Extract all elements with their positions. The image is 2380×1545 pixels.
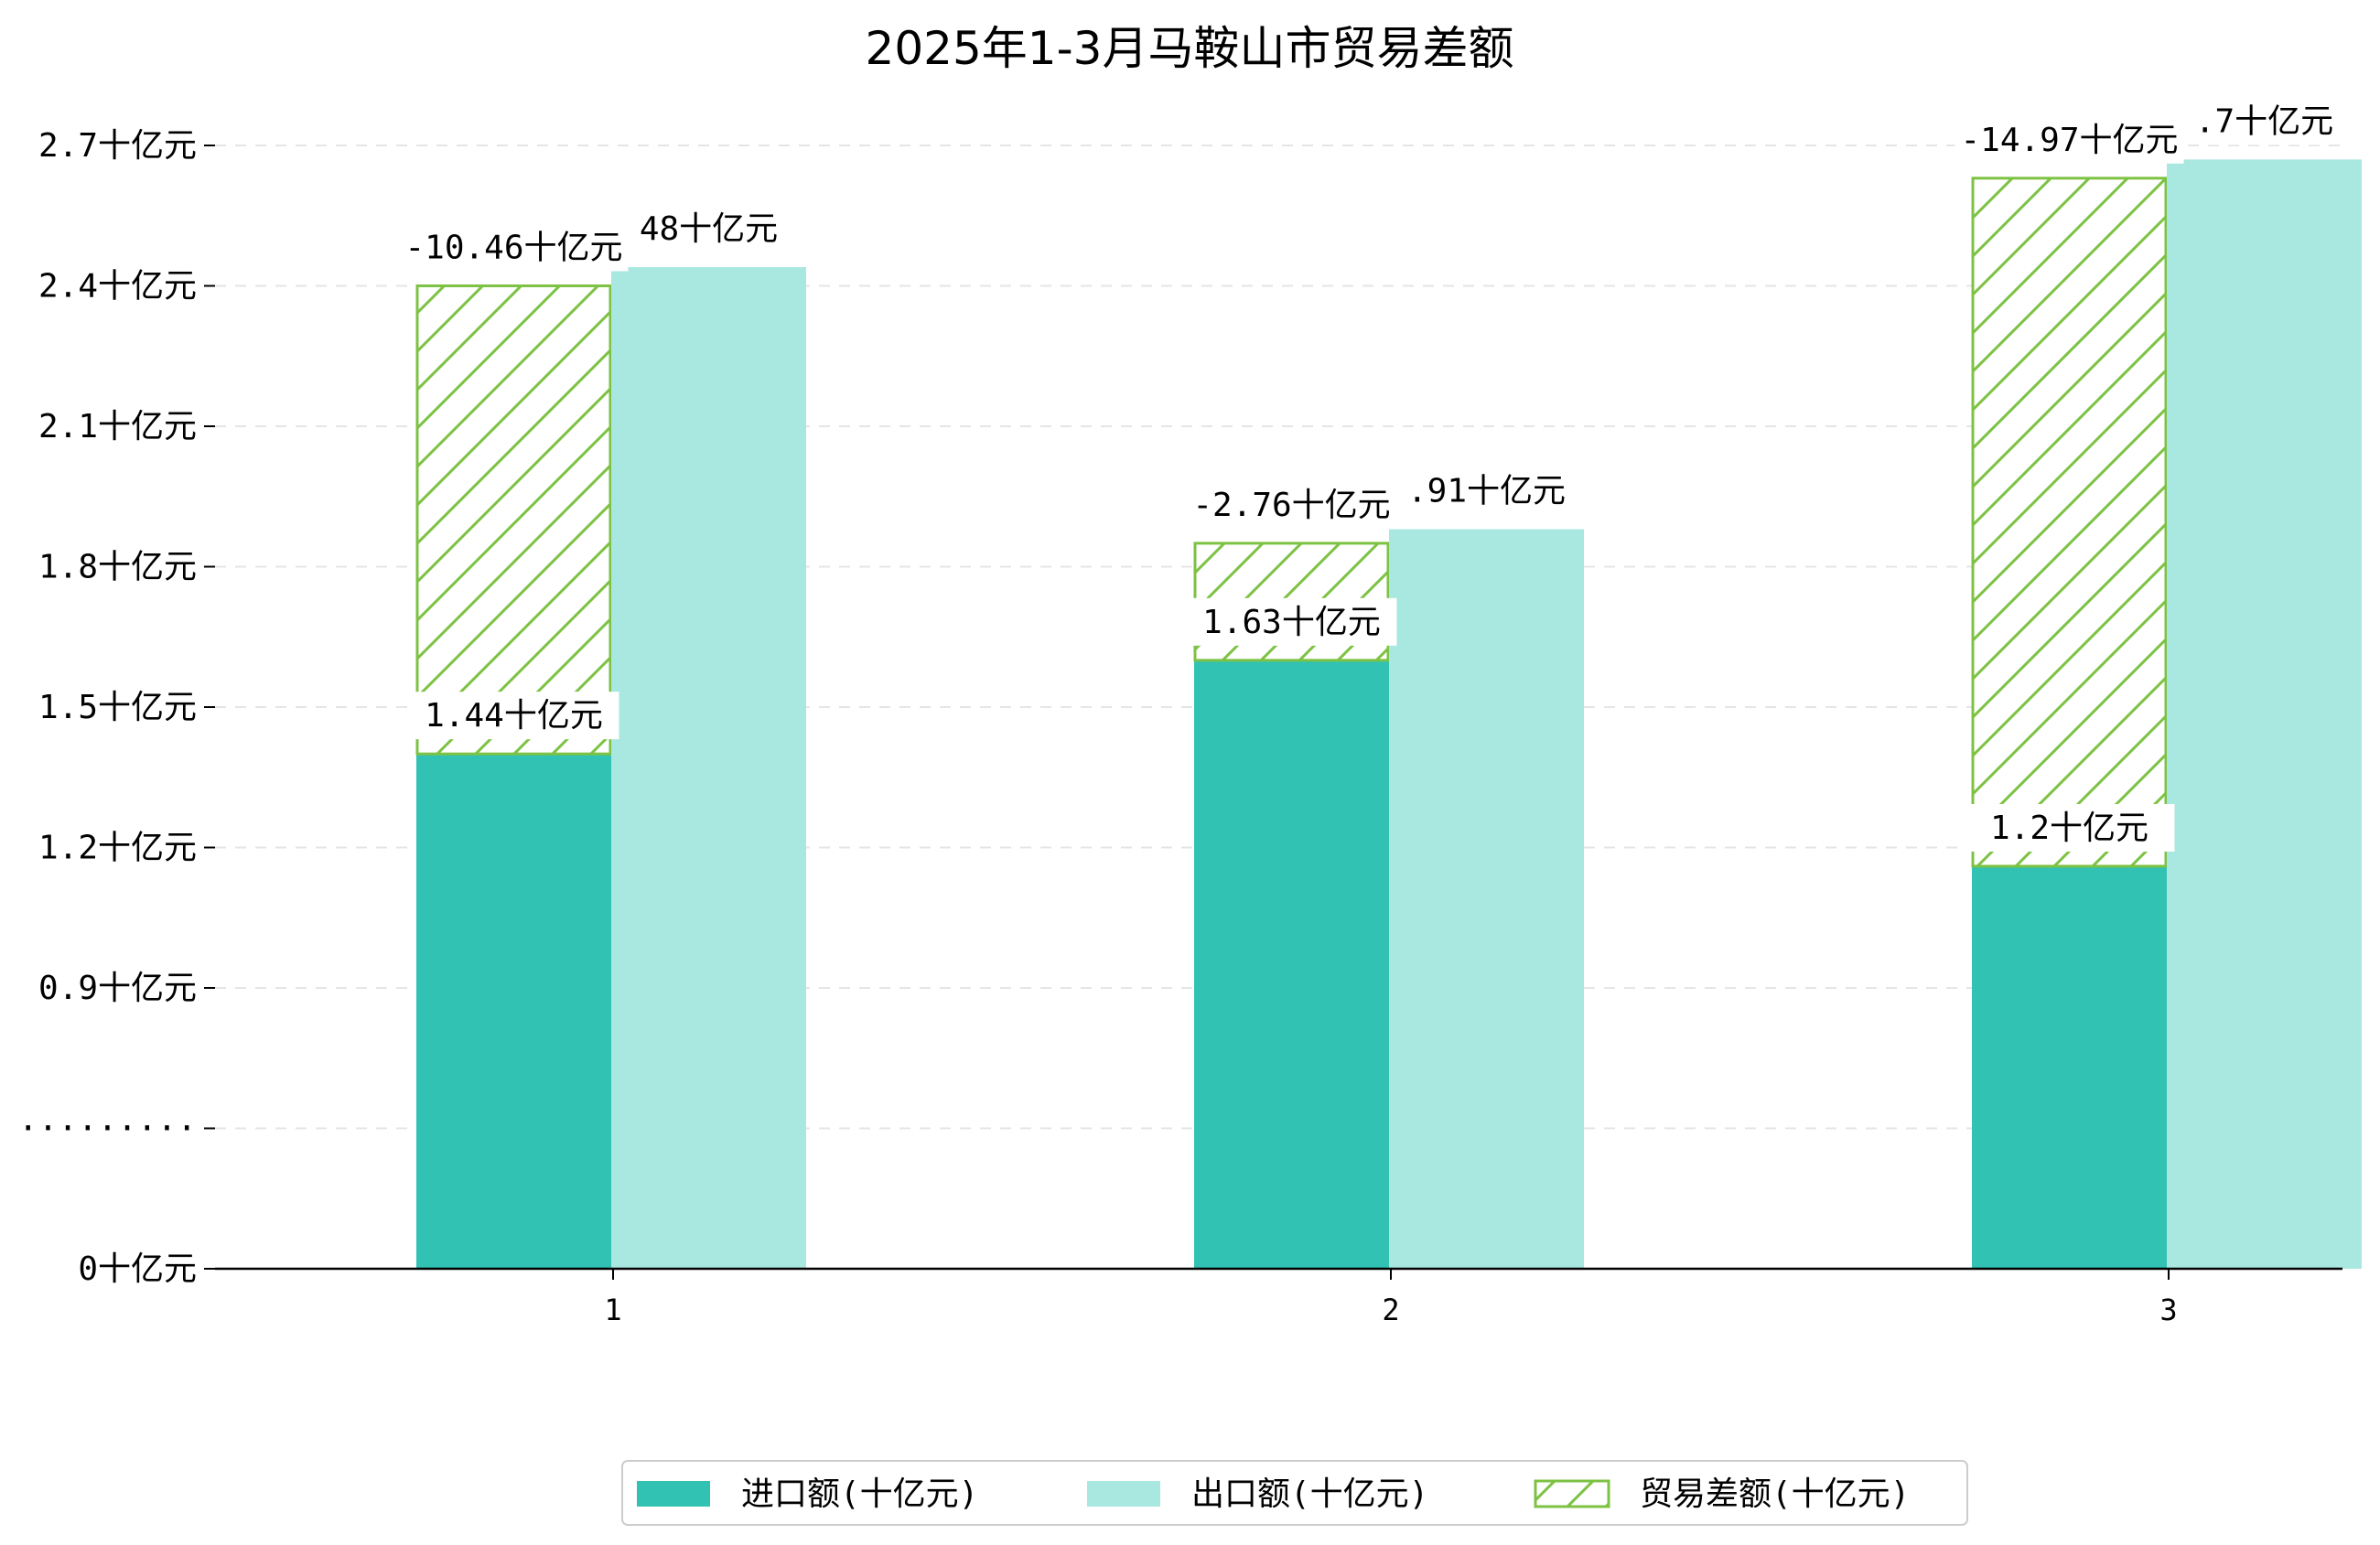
- trade-balance-label: -14.97十亿元: [1960, 122, 2178, 159]
- export-label-box: [1415, 467, 1558, 515]
- legend-label: 出口额(十亿元): [1191, 1475, 1428, 1513]
- y-tick-label: 1.2十亿元: [38, 830, 197, 867]
- trade-balance-label-box: [1955, 115, 2184, 164]
- trade-balance-label-box: [399, 223, 629, 272]
- import-label-box: [1964, 803, 2175, 852]
- trade-balance-bar: [1971, 177, 2168, 868]
- import-bar: [416, 754, 611, 1269]
- y-tick-label: ·········: [18, 1110, 197, 1148]
- export-label: .7十亿元: [2195, 102, 2333, 140]
- legend-label: 贸易差额(十亿元): [1640, 1475, 1910, 1513]
- legend-label: 进口额(十亿元): [741, 1475, 978, 1513]
- bars: [415, 159, 2362, 1270]
- axes: 0十亿元 ········· 0.9十亿元 1.2十亿元 1.5十亿元 1.8十亿元 2.1…: [18, 127, 2342, 1327]
- legend-swatch: [1087, 1481, 1160, 1507]
- import-label: 1.63十亿元: [1202, 604, 1381, 641]
- legend: 进口额(十亿元) 出口额(十亿元) 贸易差额(十亿元): [621, 1460, 1968, 1526]
- x-tick-label: 1: [604, 1293, 621, 1327]
- export-label: .91十亿元: [1407, 473, 1566, 510]
- legend-swatch: [637, 1481, 710, 1507]
- y-tick-label: 0.9十亿元: [38, 970, 197, 1007]
- data-labels: -10.46十亿元 1.44十亿元 48十亿元 -2.76十亿元 1.63十亿元 .91十…: [399, 97, 2333, 852]
- trade-balance-label: -10.46十亿元: [404, 230, 622, 267]
- import-label: 1.2十亿元: [1990, 810, 2148, 847]
- import-bar: [1194, 660, 1389, 1269]
- y-tick-label: 1.5十亿元: [38, 689, 197, 726]
- y-tick-label: 1.8十亿元: [38, 549, 197, 586]
- trade-balance-bar: [415, 284, 612, 756]
- y-tick-label: 2.1十亿元: [38, 408, 197, 445]
- y-tick-label: 2.4十亿元: [38, 268, 197, 306]
- y-tick-label: 0十亿元: [78, 1250, 197, 1288]
- import-label: 1.44十亿元: [425, 697, 603, 735]
- x-tick-label: 3: [2159, 1293, 2177, 1327]
- trade-balance-label-box: [1177, 480, 1406, 529]
- import-label-box: [408, 692, 619, 740]
- import-bar: [1972, 865, 2167, 1269]
- export-bar: [611, 267, 806, 1269]
- y-tick-label: 2.7十亿元: [38, 127, 197, 165]
- chart-title: 2025年1-3月马鞍山市贸易差额: [866, 22, 1514, 75]
- export-label: 48十亿元: [640, 210, 778, 248]
- export-bar: [1389, 529, 1584, 1269]
- export-label-box: [2202, 97, 2326, 145]
- legend-box: [621, 1460, 1968, 1526]
- trade-balance-label: -2.76十亿元: [1192, 487, 1390, 524]
- export-bar: [2167, 159, 2362, 1270]
- legend-swatch: [1534, 1479, 1610, 1508]
- export-label-box: [647, 205, 770, 253]
- import-label-box: [1186, 597, 1397, 646]
- x-tick-label: 2: [1382, 1293, 1399, 1327]
